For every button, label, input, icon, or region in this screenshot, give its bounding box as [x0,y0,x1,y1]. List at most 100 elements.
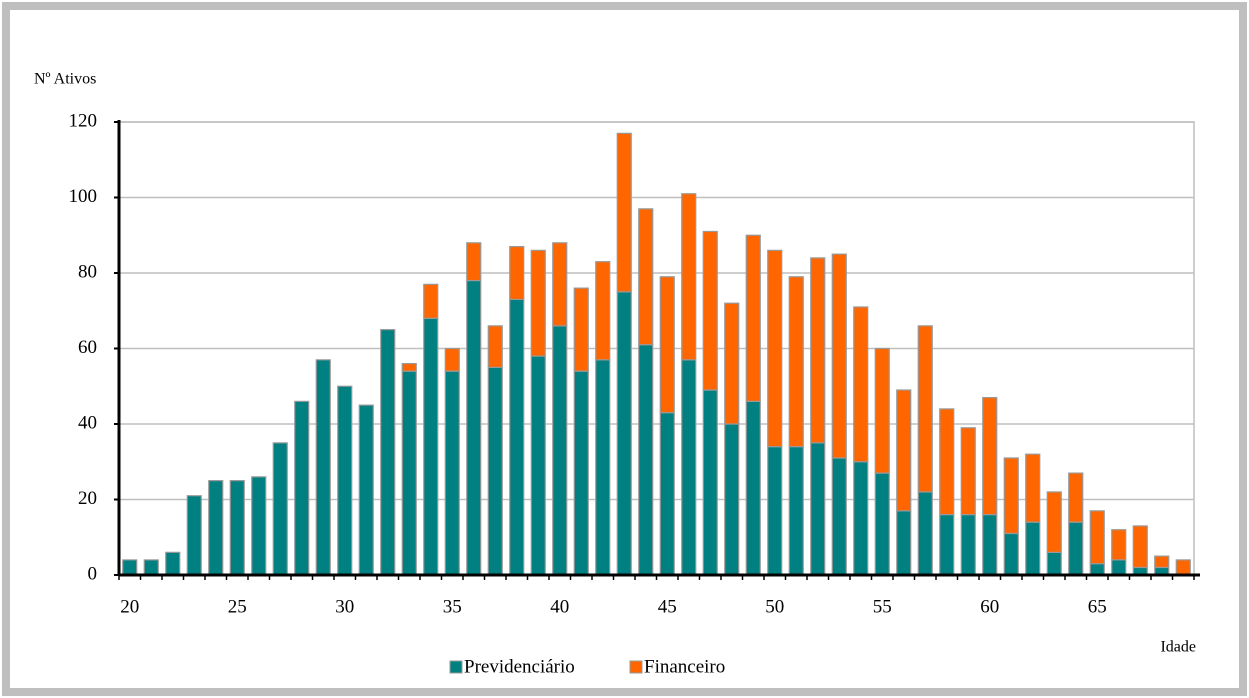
bar [831,457,847,576]
bar [530,249,546,357]
x-tick-label: 35 [443,596,462,617]
bar [1154,555,1170,569]
bar [595,261,611,361]
bar [982,513,998,576]
y-tick-label: 0 [88,563,98,584]
bar [1003,457,1019,535]
bar [724,302,740,425]
bar [337,385,353,576]
bar [401,363,417,372]
bar [874,472,890,576]
bar [745,400,761,576]
x-tick-label: 25 [228,596,247,617]
x-axis-label: Idade [1160,639,1196,656]
bar [616,132,632,293]
bar [638,208,654,346]
bar [401,370,417,576]
x-tick-label: 55 [873,596,892,617]
bar [423,317,439,576]
bar [552,242,568,327]
legend-label: Financeiro [644,656,725,677]
bar [638,344,654,576]
bar [423,283,439,319]
bar [380,329,396,576]
bar [831,253,847,459]
bar [466,242,482,282]
bar [358,404,374,576]
bar [122,559,138,576]
y-tick-label: 40 [78,412,97,433]
bar [294,400,310,576]
bar [702,389,718,576]
bar [251,476,267,576]
bar [1046,491,1062,553]
bar [874,347,890,474]
y-tick-label: 120 [69,110,98,131]
bar [1025,453,1041,523]
x-tick-label: 50 [765,596,784,617]
bar [165,551,181,576]
y-axis-label: Nº Ativos [34,71,96,88]
bar [939,513,955,576]
bar [960,427,976,516]
legend-swatch [449,660,463,674]
y-tick-label: 80 [78,261,97,282]
bar [810,257,826,444]
bar [917,325,933,493]
bar [1175,559,1191,576]
bar [896,389,912,512]
bar [1089,510,1105,565]
bar [767,446,783,576]
bar [186,495,202,576]
bar [960,513,976,576]
bar [229,480,245,576]
x-tick-label: 45 [658,596,677,617]
bar [573,287,589,372]
bar [1025,521,1041,576]
bar [745,234,761,402]
bar [573,370,589,576]
bar [1003,532,1019,576]
bar [917,491,933,576]
bar [552,325,568,576]
y-tick-label: 20 [78,488,97,509]
bar [1111,529,1127,561]
bar [1068,521,1084,576]
x-tick-label: 40 [550,596,569,617]
bar [767,249,783,448]
bar [487,366,503,576]
bar [982,396,998,516]
x-tick-label: 60 [980,596,999,617]
legend-label: Previdenciário [464,656,575,677]
bar [1089,563,1105,576]
bar [208,480,224,576]
bar [487,325,503,368]
legend-swatch [629,660,643,674]
bar [530,355,546,576]
bar [702,230,718,391]
bar [1111,559,1127,576]
bar [659,412,675,576]
bar [1132,525,1148,569]
bar [853,306,869,463]
bar [681,193,697,361]
bar [466,279,482,576]
bar [810,442,826,576]
bar [616,291,632,576]
bar [1068,472,1084,523]
bar [509,245,525,301]
bar [315,359,331,576]
y-tick-label: 100 [69,186,98,207]
bar [788,446,804,576]
bar [788,276,804,448]
bar [444,370,460,576]
bar [143,559,159,576]
bar [509,298,525,576]
x-tick-label: 20 [120,596,139,617]
bar [595,359,611,576]
bar [659,276,675,414]
bar [853,461,869,576]
